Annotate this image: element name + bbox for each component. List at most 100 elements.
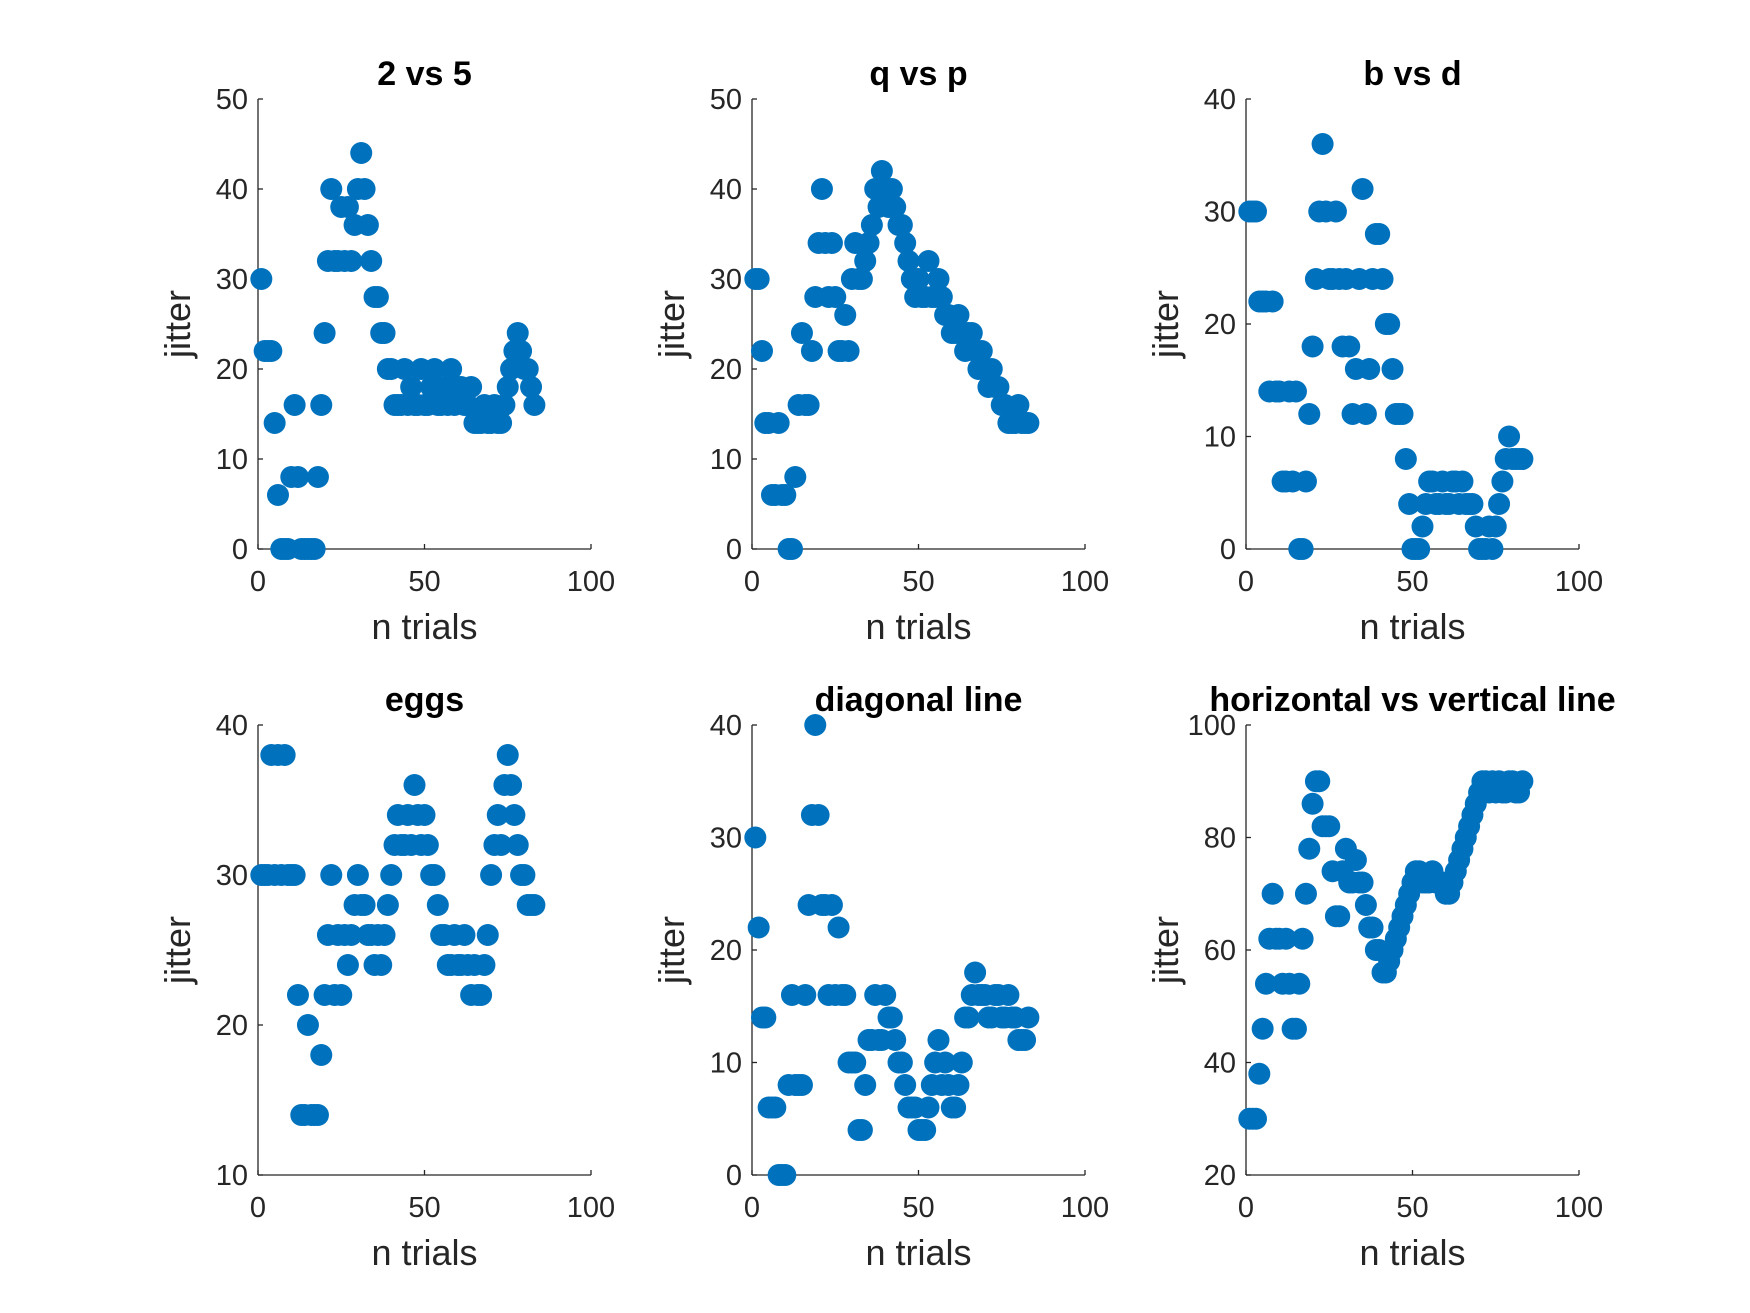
- data-point: [283, 394, 306, 416]
- data-point: [470, 984, 493, 1006]
- data-point: [460, 376, 483, 398]
- data-point: [353, 178, 376, 200]
- x-tick-label: 0: [744, 566, 760, 598]
- data-point: [1007, 394, 1030, 416]
- data-point: [313, 322, 336, 344]
- data-point: [980, 358, 1003, 380]
- x-tick-label: 100: [1555, 1192, 1603, 1224]
- data-point: [834, 984, 857, 1006]
- data-point: [890, 1051, 913, 1074]
- data-point: [393, 358, 416, 380]
- data-point: [310, 394, 333, 416]
- y-tick-label: 40: [710, 710, 742, 742]
- data-point: [1328, 905, 1351, 928]
- data-point: [870, 160, 893, 182]
- data-point: [747, 268, 770, 290]
- data-point: [860, 214, 883, 236]
- data-point: [1461, 493, 1484, 515]
- data-point: [1244, 1107, 1267, 1130]
- data-point: [500, 774, 523, 796]
- data-point: [1511, 770, 1534, 793]
- y-tick-label: 30: [710, 823, 742, 855]
- data-point: [416, 834, 439, 856]
- data-point: [820, 894, 843, 916]
- y-tick-label: 20: [710, 935, 742, 967]
- data-point: [476, 924, 499, 946]
- data-point: [490, 412, 513, 434]
- data-point: [353, 894, 376, 916]
- y-axis-label: jitter: [1145, 916, 1186, 985]
- data-point: [286, 984, 309, 1006]
- panel-title: 2 vs 5: [377, 55, 472, 93]
- data-point: [1481, 538, 1504, 560]
- y-tick-label: 40: [216, 710, 248, 742]
- y-axis-label: jitter: [651, 290, 692, 359]
- data-point: [1261, 882, 1284, 905]
- x-axis-label: n trials: [865, 606, 971, 647]
- data-point: [373, 924, 396, 946]
- data-point: [790, 1074, 813, 1096]
- data-point: [800, 340, 823, 362]
- data-point: [346, 864, 369, 886]
- data-point: [897, 250, 920, 272]
- y-tick-label: 20: [1204, 309, 1236, 341]
- data-point: [850, 1119, 873, 1141]
- data-point: [1251, 1017, 1274, 1040]
- data-point: [934, 1051, 957, 1074]
- data-point: [473, 954, 496, 976]
- data-point: [844, 1051, 867, 1074]
- data-point: [1511, 448, 1534, 470]
- x-tick-label: 50: [902, 566, 934, 598]
- data-point: [780, 538, 803, 560]
- x-axis-label: n trials: [1359, 1232, 1465, 1273]
- data-point: [774, 484, 797, 506]
- y-axis-label: jitter: [651, 916, 692, 985]
- subplot-4: 0 50 100 10 20 30 40 eggs n trials jitter: [157, 681, 615, 1273]
- x-tick-label: 0: [250, 566, 266, 598]
- data-point: [1311, 133, 1334, 155]
- y-tick-label: 0: [726, 534, 742, 566]
- data-point: [944, 1096, 967, 1119]
- data-point: [306, 1104, 329, 1126]
- x-tick-label: 0: [744, 1192, 760, 1224]
- y-tick-label: 10: [710, 444, 742, 476]
- data-point: [917, 1096, 940, 1119]
- data-point: [1261, 290, 1284, 313]
- panel-title: b vs d: [1363, 55, 1461, 93]
- data-point: [376, 894, 399, 916]
- data-point: [1368, 223, 1391, 245]
- data-point: [370, 954, 393, 976]
- y-tick-label: 40: [710, 174, 742, 206]
- data-point: [1351, 178, 1374, 200]
- x-tick-label: 100: [1061, 1192, 1109, 1224]
- data-point: [440, 358, 463, 380]
- data-point: [423, 864, 446, 886]
- data-point: [1014, 1029, 1037, 1051]
- data-point: [510, 340, 533, 362]
- y-tick-label: 50: [710, 84, 742, 116]
- y-tick-label: 60: [1204, 935, 1236, 967]
- subplot-3: 0 50 100 0 10 20 30 40 b vs d n trials jitter: [1145, 55, 1603, 647]
- data-point: [1484, 515, 1507, 538]
- y-tick-label: 30: [216, 860, 248, 892]
- subplot-1: 0 50 100 0 10 20 30 40 50 2 vs 5 n trials jitter: [157, 55, 615, 647]
- data-point: [1361, 916, 1384, 939]
- data-point: [1354, 403, 1377, 425]
- y-tick-label: 40: [1204, 84, 1236, 116]
- data-point: [283, 864, 306, 886]
- data-point: [366, 286, 389, 308]
- data-point: [330, 984, 353, 1006]
- data-point: [1284, 1017, 1307, 1040]
- y-tick-label: 20: [1204, 1160, 1236, 1192]
- y-tick-label: 20: [216, 1010, 248, 1042]
- data-point: [1498, 425, 1521, 448]
- data-point: [824, 286, 847, 308]
- x-tick-label: 50: [408, 1192, 440, 1224]
- x-axis-label: n trials: [371, 1232, 477, 1273]
- data-point: [1491, 470, 1514, 493]
- y-axis-label: jitter: [1145, 290, 1186, 359]
- data-point: [403, 774, 426, 796]
- data-point: [747, 916, 770, 939]
- data-point: [987, 376, 1010, 398]
